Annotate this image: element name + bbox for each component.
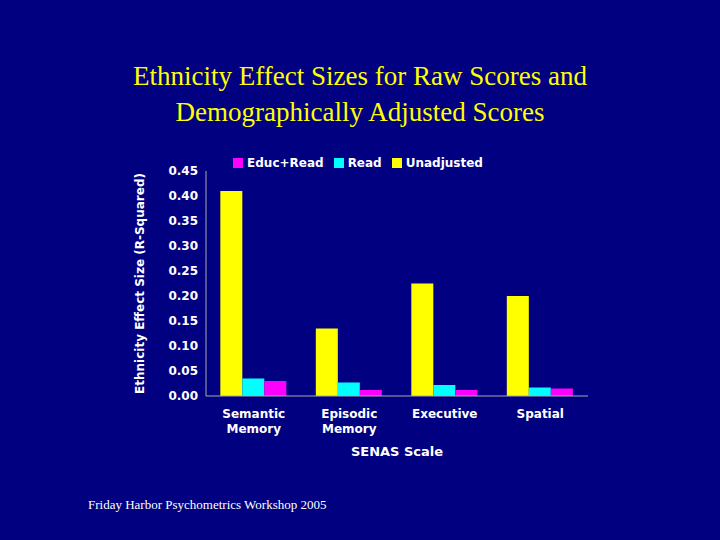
svg-text:0.10: 0.10	[168, 339, 198, 353]
html-text:Read: Read	[347, 156, 382, 170]
svg-text:0.40: 0.40	[168, 189, 198, 203]
svg-text:0.15: 0.15	[168, 314, 198, 328]
svg-text:0.30: 0.30	[168, 239, 198, 253]
html-text:Unadjusted: Unadjusted	[405, 156, 483, 170]
html-text:Ethnicity Effect Sizes for Raw: Ethnicity Effect Sizes for Raw Scores an…	[133, 61, 587, 127]
svg-text:0.25: 0.25	[168, 264, 198, 278]
svg-text:SENAS Scale: SENAS Scale	[351, 444, 443, 459]
svg-text:SemanticMemory: SemanticMemory	[222, 407, 285, 436]
svg-text:0.45: 0.45	[168, 164, 198, 178]
svg-text:Spatial: Spatial	[517, 407, 564, 421]
svg-text:Ethnicity Effect Size (R-Squar: Ethnicity Effect Size (R-Squared)	[133, 173, 147, 394]
svg-text:0.20: 0.20	[168, 289, 198, 303]
svg-text:0.05: 0.05	[168, 364, 198, 378]
svg-text:0.35: 0.35	[168, 214, 198, 228]
svg-text:EpisodicMemory: EpisodicMemory	[321, 407, 377, 436]
svg-text:0.00: 0.00	[168, 389, 198, 403]
svg-text:Executive: Executive	[412, 407, 478, 421]
html-text:Friday Harbor Psychometrics Wo: Friday Harbor Psychometrics Workshop 200…	[88, 497, 327, 512]
html-text:Educ+Read: Educ+Read	[247, 156, 324, 170]
